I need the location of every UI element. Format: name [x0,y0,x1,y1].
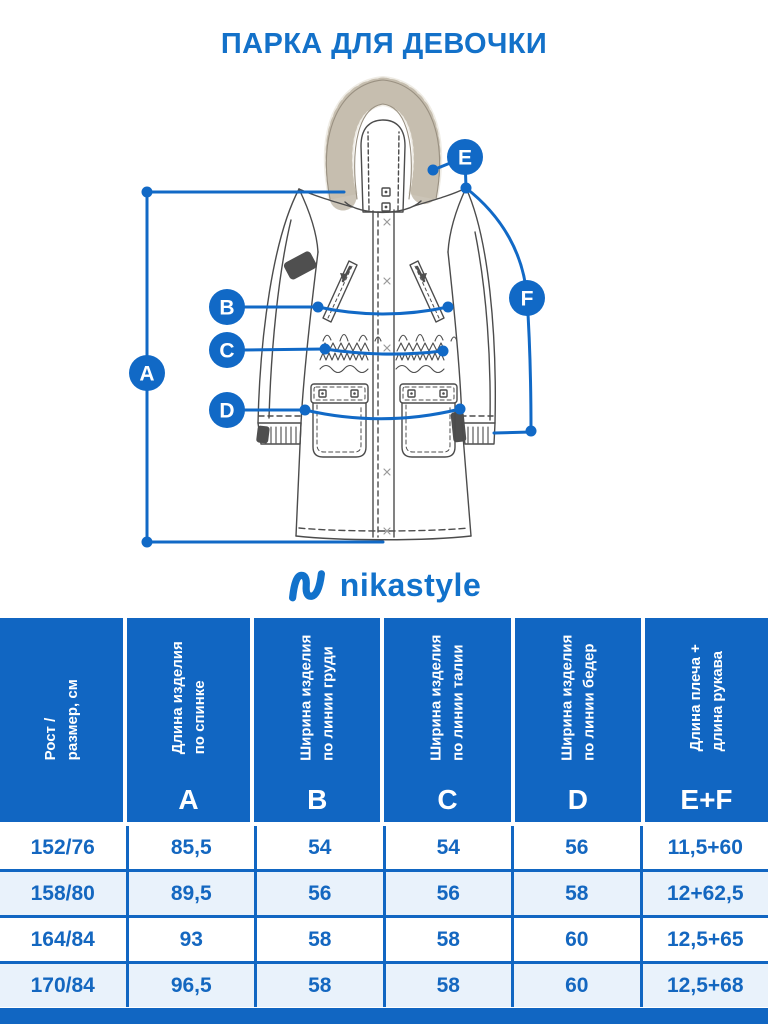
col-header-d: Ширина изделия по линии бедер D [514,618,641,822]
col-header-line: по линии талии [449,644,467,762]
value-cell: 85,5 [128,826,254,869]
col-letter: B [307,784,328,815]
sleeve-patch [283,251,317,280]
measure-c [241,343,449,357]
measure-d [241,403,466,421]
col-header-line: по линии бедер [579,643,597,762]
col-header-line: Длина изделия [168,641,186,755]
col-header-line: Ширина изделия [297,634,315,762]
label-a: A [139,363,154,386]
value-cell: 89,5 [128,872,254,915]
value-cell: 58 [385,964,511,1007]
brand-logo: nikastyle [0,560,768,610]
placket-x-marks [383,218,391,535]
footer-bar [0,1008,768,1024]
collar-snaps [381,187,391,212]
fur-trim [323,76,443,211]
col-header-line: размер, см [63,679,81,761]
size-cell: 152/76 [0,826,126,869]
size-cell: 164/84 [0,918,126,961]
chest-pockets [322,260,445,323]
value-cell: 96,5 [128,964,254,1007]
value-cell: 11,5+60 [642,826,768,869]
col-letter: C [437,784,458,815]
page-title: ПАРКА ДЛЯ ДЕВОЧКИ [220,28,548,60]
parka-drawing [256,76,496,541]
col-letter: A [178,784,199,815]
size-table: Рост / размер, см Длина изделия по спинк… [0,618,768,1007]
torso [295,209,472,541]
label-f: F [521,288,534,311]
size-table-body: 152/76 85,5 54 54 56 11,5+60 158/80 89,5… [0,826,768,1007]
cuff-tab-left [256,425,270,444]
value-cell: 56 [514,826,640,869]
waist-shirring [319,333,458,374]
nikastyle-wave-icon [288,570,325,602]
hip-pockets [310,383,458,458]
col-header-line: Длина плеча + [686,644,704,752]
col-header-ef: Длина плеча + длина рукава E+F [644,618,768,822]
value-cell: 54 [385,826,511,869]
measurement-overlay: A B C D E F [129,139,545,548]
label-c: C [219,340,234,363]
col-header-a: Длина изделия по спинке A [127,618,251,822]
value-cell: 56 [257,872,383,915]
size-cell: 170/84 [0,964,126,1007]
label-e: E [458,147,472,170]
label-d: D [219,400,234,423]
value-cell: 12,5+68 [642,964,768,1007]
col-header-line: Рост / [41,717,59,761]
value-cell: 12+62,5 [642,872,768,915]
col-header-line: по спинке [190,680,208,755]
measure-labels: A B C D E F [129,139,545,428]
measure-b [241,301,454,316]
value-cell: 56 [385,872,511,915]
value-cell: 58 [257,964,383,1007]
value-cell: 54 [257,826,383,869]
size-cell: 158/80 [0,872,126,915]
col-header-c: Ширина изделия по линии талии C [384,618,511,822]
col-header-line: Ширина изделия [558,634,576,762]
parka-diagram-svg: A B C D E F [129,76,545,548]
hood-inner-panel [360,119,406,213]
value-cell: 60 [514,964,640,1007]
value-cell: 58 [514,872,640,915]
parka-diagram: A B C D E F [0,70,768,560]
col-letter: D [567,784,588,815]
value-cell: 93 [128,918,254,961]
col-header-line: длина рукава [708,651,726,752]
value-cell: 58 [257,918,383,961]
col-header-line: по линии груди [319,646,337,762]
col-header-b: Ширина изделия по линии груди B [254,618,381,822]
value-cell: 12,5+65 [642,918,768,961]
col-header-line: Ширина изделия [427,634,445,762]
label-b: B [219,297,234,320]
col-letter: E+F [680,784,733,815]
value-cell: 60 [514,918,640,961]
brand-name: nikastyle [339,566,482,603]
size-table-header: Рост / размер, см Длина изделия по спинк… [0,618,768,822]
value-cell: 58 [385,918,511,961]
col-header-size: Рост / размер, см [0,618,124,822]
